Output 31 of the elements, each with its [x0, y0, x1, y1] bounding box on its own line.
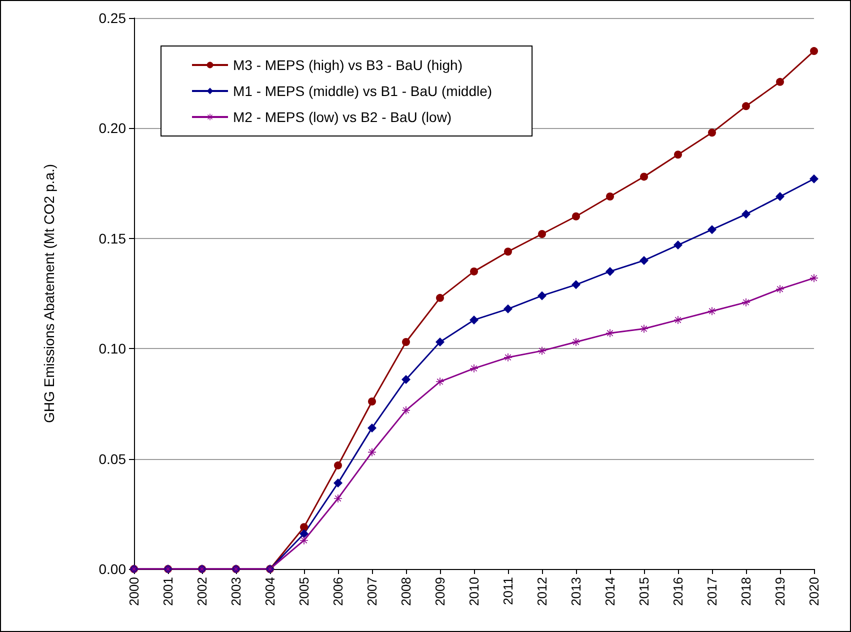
x-tick-label: 2012 — [534, 577, 550, 606]
x-tick-label: 2009 — [432, 577, 448, 606]
legend-label: M3 - MEPS (high) vs B3 - BaU (high) — [233, 57, 463, 73]
x-tick-label: 2015 — [636, 577, 652, 606]
legend-label: M1 - MEPS (middle) vs B1 - BaU (middle) — [233, 83, 492, 99]
x-tick-label: 2013 — [568, 577, 584, 606]
x-tick-label: 2003 — [228, 577, 244, 606]
x-tick-label: 2008 — [398, 577, 414, 606]
y-axis-title: GHG Emissions Abatement (Mt CO2 p.a.) — [41, 164, 57, 424]
x-tick-label: 2016 — [670, 577, 686, 606]
x-tick-label: 2000 — [126, 577, 142, 606]
x-tick-label: 2011 — [500, 577, 516, 605]
x-tick-label: 2001 — [160, 577, 176, 606]
x-tick-label: 2020 — [806, 577, 822, 606]
y-tick-label: 0.20 — [98, 120, 126, 136]
y-tick-label: 0.10 — [98, 340, 126, 357]
x-tick-label: 2019 — [772, 577, 788, 606]
x-tick-label: 2002 — [194, 577, 210, 606]
y-tick-label: 0.25 — [98, 10, 126, 26]
y-tick-label: 0.15 — [98, 230, 126, 246]
legend-label: M2 - MEPS (low) vs B2 - BaU (low) — [233, 109, 452, 125]
y-tick-label: 0.05 — [98, 450, 126, 467]
x-tick-label: 2017 — [704, 577, 720, 606]
y-tick-label: 0.00 — [98, 561, 126, 577]
x-tick-label: 2014 — [602, 577, 618, 606]
x-tick-label: 2010 — [466, 577, 482, 606]
x-tick-label: 2005 — [296, 577, 312, 606]
x-tick-label: 2007 — [364, 577, 380, 606]
x-tick-label: 2004 — [262, 577, 278, 606]
x-tick-label: 2018 — [738, 577, 754, 606]
x-tick-label: 2006 — [330, 577, 346, 606]
